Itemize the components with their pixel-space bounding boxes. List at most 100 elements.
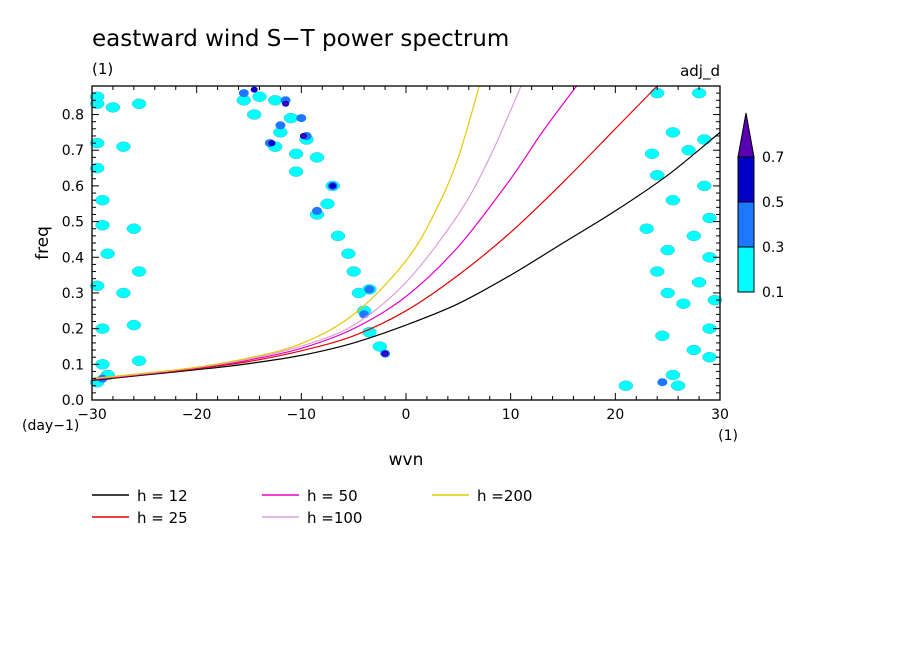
legend-label-0: h = 12 xyxy=(137,487,188,505)
contour-region-61 xyxy=(655,330,670,342)
curve-100 xyxy=(91,85,522,380)
contour-region-88 xyxy=(301,134,306,138)
contour-region-24 xyxy=(283,112,299,124)
contour-region-51 xyxy=(702,212,717,224)
contour-region-46 xyxy=(681,144,696,156)
contour-region-68 xyxy=(238,89,249,98)
contour-region-83 xyxy=(268,140,276,147)
contour-region-36 xyxy=(346,266,361,277)
contour-region-71 xyxy=(275,121,286,130)
contour-region-78 xyxy=(364,285,375,294)
legend-label-1: h = 25 xyxy=(137,509,188,527)
x-tick-label: 20 xyxy=(606,407,624,423)
colorbar-triangle xyxy=(737,112,755,158)
contour-region-15 xyxy=(131,355,147,367)
y-tick-label: 0.5 xyxy=(62,215,84,231)
y-tick-label: 0.6 xyxy=(62,179,84,195)
contour-region-53 xyxy=(686,230,702,242)
y-axis-unit: (day−1) xyxy=(22,418,79,434)
chart-subtitle-right: adj_d xyxy=(680,62,720,81)
contour-region-65 xyxy=(670,380,686,391)
contour-region-6 xyxy=(95,194,110,206)
y-tick-label: 0.7 xyxy=(62,143,84,159)
legend-label-2: h = 50 xyxy=(307,487,358,505)
contour-region-50 xyxy=(665,194,681,206)
contour-region-59 xyxy=(676,298,691,309)
contour-region-47 xyxy=(644,148,660,160)
contour-regions xyxy=(89,86,723,391)
contour-region-18 xyxy=(131,266,147,277)
chart-subtitle-left: (1) xyxy=(92,60,113,78)
x-axis-label: wvn xyxy=(389,450,424,470)
colorbar-label: 0.3 xyxy=(762,240,784,256)
contour-region-58 xyxy=(660,287,675,299)
contour-region-9 xyxy=(100,248,115,259)
curve-200 xyxy=(91,85,480,380)
contour-region-45 xyxy=(697,134,712,145)
y-tick-label: 0.0 xyxy=(62,393,84,409)
contour-region-35 xyxy=(341,248,356,259)
contour-region-63 xyxy=(702,351,717,363)
y-tick-label: 0.3 xyxy=(62,286,84,302)
x-tick-label: 10 xyxy=(502,407,520,423)
chart-title: eastward wind S−T power spectrum xyxy=(92,26,509,52)
y-tick-label: 0.2 xyxy=(62,322,84,338)
contour-region-49 xyxy=(697,180,712,192)
colorbar-segment-2 xyxy=(737,156,755,203)
x-tick-label: −20 xyxy=(182,407,212,423)
contour-region-22 xyxy=(267,95,283,106)
colorbar-segment-0 xyxy=(737,246,755,293)
dispersion-curves xyxy=(91,85,721,381)
contour-region-54 xyxy=(660,244,675,256)
contour-region-62 xyxy=(686,344,702,356)
contour-region-41 xyxy=(372,341,388,352)
curve-12 xyxy=(91,131,721,381)
contour-region-30 xyxy=(288,166,304,177)
contour-region-79 xyxy=(657,378,668,387)
x-tick-label: 30 xyxy=(711,407,729,423)
x-axis-unit: (1) xyxy=(718,428,738,444)
contour-region-23 xyxy=(246,109,262,120)
colorbar-label: 0.7 xyxy=(762,150,784,166)
contour-region-84 xyxy=(329,182,337,189)
y-axis: 0.0 0.1 0.2 0.3 0.4 0.5 0.6 0.7 0.8 xyxy=(62,85,720,409)
plot-frame xyxy=(91,85,721,401)
contour-region-38 xyxy=(351,287,367,299)
x-axis: −30 −20 −10 0 10 20 30 xyxy=(77,86,729,423)
colorbar: 0.1 0.3 0.5 0.7 xyxy=(737,112,784,301)
contour-region-1 xyxy=(105,102,121,113)
contour-region-13 xyxy=(126,319,142,331)
contour-region-2 xyxy=(131,98,147,110)
contour-region-4 xyxy=(116,141,131,152)
curve-25 xyxy=(91,85,658,381)
contour-region-64 xyxy=(665,369,681,381)
legend-label-4: h =200 xyxy=(477,487,532,505)
contour-region-29 xyxy=(309,152,325,163)
contour-region-32 xyxy=(320,198,335,210)
contour-region-34 xyxy=(330,230,346,242)
contour-region-3 xyxy=(89,137,105,149)
contour-region-11 xyxy=(116,287,131,299)
x-tick-label: −30 xyxy=(77,407,107,423)
contour-region-87 xyxy=(283,102,288,106)
contour-region-66 xyxy=(618,380,634,391)
contour-region-70 xyxy=(296,114,307,123)
y-tick-label: 0.4 xyxy=(62,250,84,266)
contour-region-21 xyxy=(252,91,267,102)
contour-region-77 xyxy=(359,310,370,319)
contour-region-48 xyxy=(649,169,665,181)
contour-region-89 xyxy=(383,351,388,356)
colorbar-segment-1 xyxy=(737,201,755,248)
y-tick-label: 0.8 xyxy=(62,108,84,124)
x-tick-label: −10 xyxy=(287,407,317,423)
contour-region-67 xyxy=(707,294,723,306)
contour-region-56 xyxy=(649,266,665,277)
contour-region-57 xyxy=(691,277,707,288)
colorbar-label: 0.5 xyxy=(762,195,784,211)
y-axis-label: freq xyxy=(33,226,53,260)
contour-region-75 xyxy=(312,206,322,215)
contour-region-10 xyxy=(89,280,105,292)
colorbar-label: 0.1 xyxy=(762,285,784,301)
legend-label-3: h =100 xyxy=(307,509,362,527)
